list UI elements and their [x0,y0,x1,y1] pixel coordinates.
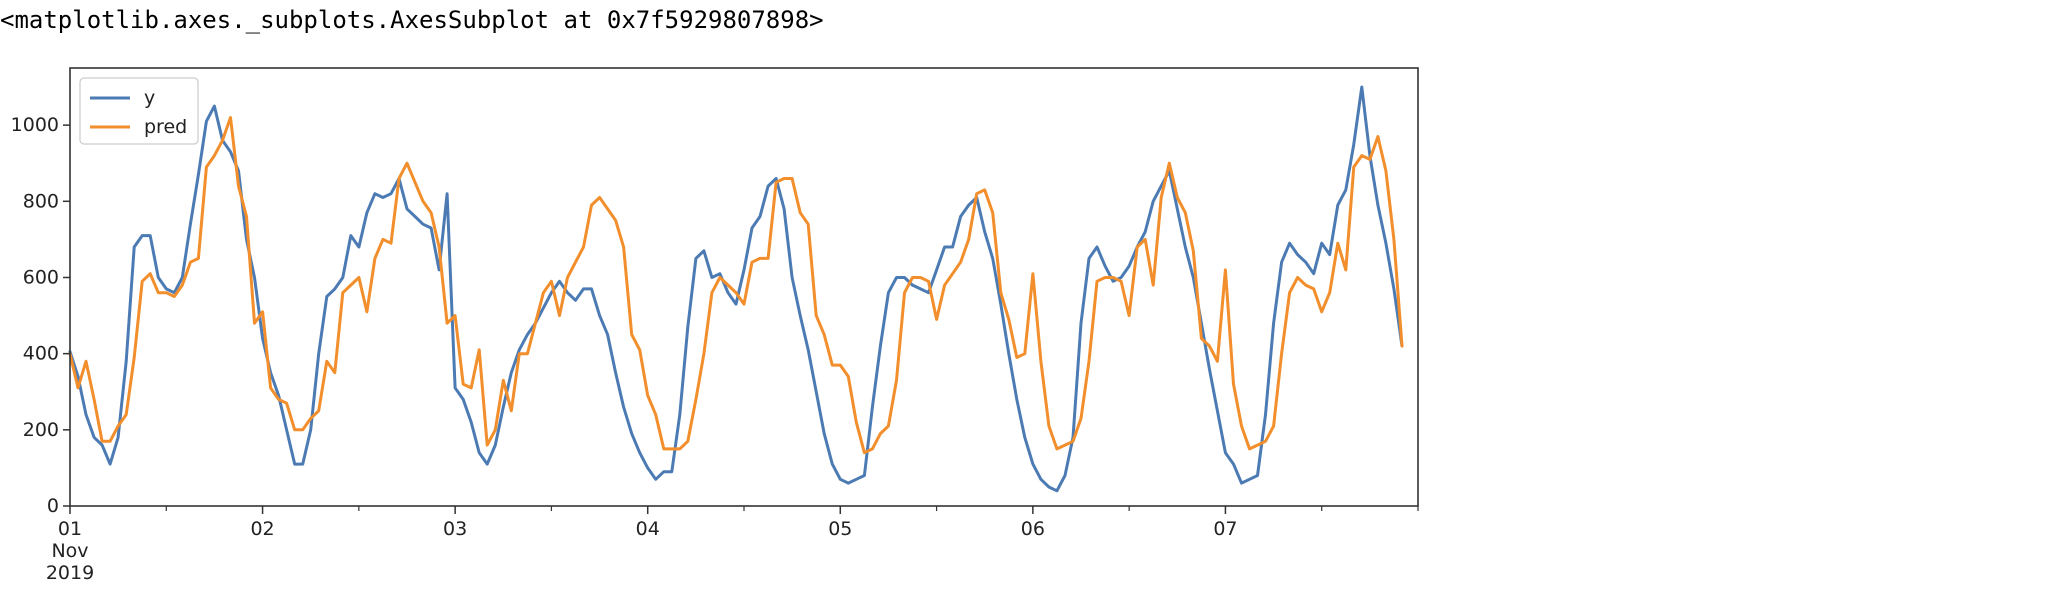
x-tick-label: 03 [443,518,467,540]
plot-lines [68,85,1404,493]
series-line-y [68,85,1404,493]
x-tick-label: 01 Nov 2019 [46,518,94,584]
cell-output-repr: <matplotlib.axes._subplots.AxesSubplot a… [0,6,824,34]
x-tick-label: 04 [636,518,660,540]
y-tick-label: 600 [23,266,59,288]
y-tick-label: 200 [23,419,59,441]
x-tick-label: 07 [1213,518,1237,540]
legend-label-y: y [144,87,155,109]
x-tick-label: 02 [250,518,274,540]
legend-label-pred: pred [144,116,187,138]
series-line-pred [68,116,1404,455]
x-tick-label: 05 [828,518,852,540]
axes: 0 200 400 600 800 1000 01 Nov 2019 02 03 04 05 06 07 [11,67,1419,584]
legend: y pred [79,77,199,145]
x-tick-label: 06 [1021,518,1045,540]
y-tick-label: 800 [23,190,59,212]
axes-frame [69,67,1419,507]
y-tick-label: 0 [47,495,59,517]
y-tick-label: 1000 [11,114,59,136]
y-tick-label: 400 [23,343,59,365]
